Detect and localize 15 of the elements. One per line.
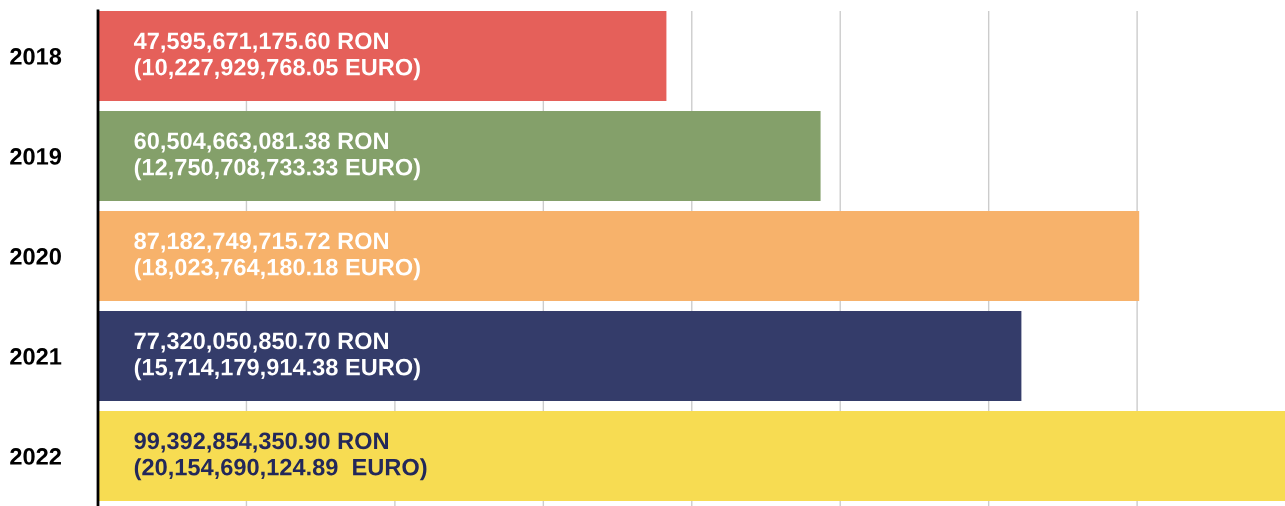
y-tick-label: 2021 xyxy=(10,348,62,365)
y-tick-label: 2022 xyxy=(10,448,61,465)
bar xyxy=(98,11,667,101)
y-tick-label: 2018 xyxy=(10,48,62,65)
y-tick-label: 2020 xyxy=(10,248,61,265)
data-label: 60,504,663,081.38 RON (12,750,708,733.33 EURO) xyxy=(134,132,420,181)
bar xyxy=(98,211,1140,301)
bar xyxy=(98,411,1285,501)
bar xyxy=(98,111,821,201)
y-tick-label: 2019 xyxy=(10,148,62,165)
bar xyxy=(98,311,1022,401)
data-label: 87,182,749,715.72 RON (18,023,764,180.18 EURO) xyxy=(134,232,420,281)
data-label: 47,595,671,175.60 RON (10,227,929,768.05 EURO) xyxy=(133,32,420,81)
data-label: 99,392,854,350.90 RON (20,154,690,124.89 EURO) xyxy=(134,432,427,481)
data-label: 77,320,050,850.70 RON (15,714,179,914.38 EURO) xyxy=(134,332,420,381)
